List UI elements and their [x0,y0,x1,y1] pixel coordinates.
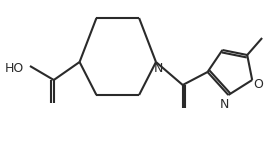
Text: N: N [220,99,229,111]
Text: O: O [253,78,263,92]
Text: N: N [153,61,163,75]
Text: HO: HO [5,61,24,75]
